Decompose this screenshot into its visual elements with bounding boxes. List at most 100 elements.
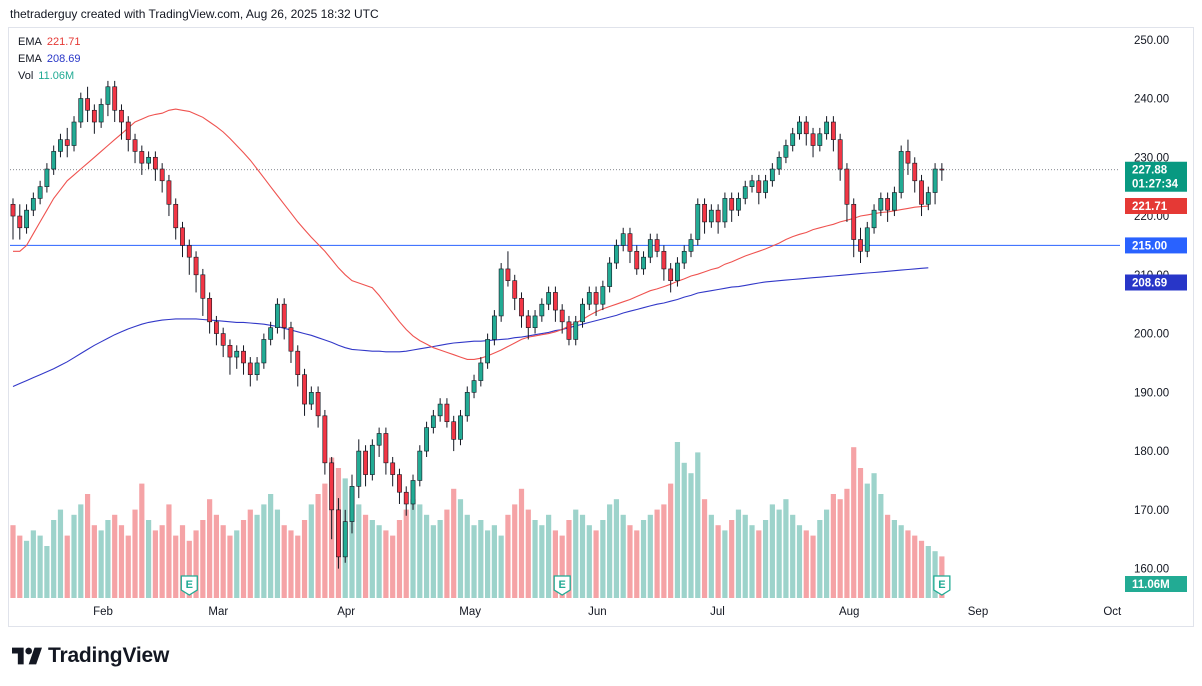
candle-body (891, 192, 897, 211)
volume-bar (268, 494, 274, 598)
candle-body (824, 121, 829, 135)
candle-body (234, 350, 240, 358)
candle-body (478, 362, 484, 381)
candle-body (30, 198, 36, 211)
volume-bar (423, 514, 430, 598)
volume-bar (485, 530, 491, 598)
volume-bar (78, 504, 84, 598)
candle-body (898, 151, 904, 193)
candle-body (817, 133, 823, 146)
volume-bar (315, 494, 321, 598)
support-badge: 215.00 (1125, 237, 1187, 254)
candle-body (17, 215, 23, 229)
candle-body (227, 345, 233, 358)
volume-bar (837, 499, 843, 598)
volume-bar (634, 530, 640, 598)
volume-bar (607, 504, 613, 598)
candle-body (688, 239, 694, 252)
x-axis-tick-label: May (459, 606, 481, 618)
volume-bar (186, 540, 192, 598)
candle-body (119, 109, 124, 123)
volume-bar (376, 525, 382, 598)
volume-bar (369, 520, 375, 598)
volume-bar (71, 514, 77, 598)
candle-body (566, 321, 572, 340)
candle-body (756, 180, 762, 193)
candle-body (356, 450, 362, 487)
candle-body (539, 303, 545, 317)
volume-bar (356, 504, 362, 598)
volume-bar (139, 483, 145, 598)
volume-bar (844, 488, 850, 598)
volume-bar (125, 535, 131, 598)
earnings-marker-badge (933, 575, 951, 596)
candle-body (878, 198, 884, 211)
volume-bar (227, 535, 233, 598)
candle-body (200, 274, 206, 299)
volume-bar (457, 499, 464, 598)
legend-ema-slow[interactable]: EMA 208.69 (18, 51, 81, 68)
candle-body (729, 198, 735, 211)
candle-body (376, 433, 382, 446)
legend-ema-fast[interactable]: EMA 221.71 (18, 34, 81, 51)
volume-bar (715, 525, 721, 598)
earnings-marker-label: E (938, 579, 945, 591)
candle-body (254, 362, 260, 376)
volume-bar (105, 520, 111, 598)
candle-body (627, 233, 633, 252)
volume-bar (288, 530, 294, 598)
volume-bar (796, 525, 803, 598)
candle-body (512, 280, 518, 299)
candle-body (620, 233, 626, 246)
volume-bar (30, 530, 36, 598)
ema-slow-line (12, 267, 929, 388)
volume-bar (64, 535, 70, 598)
candle-body (410, 480, 416, 505)
ema-slow-badge-text: 208.69 (1132, 278, 1167, 290)
volume-bar (776, 509, 782, 598)
attribution-header: thetraderguy created with TradingView.co… (10, 7, 379, 21)
candle-body (152, 156, 158, 170)
volume-badge: 11.06M (1125, 576, 1187, 592)
volume-bar (403, 509, 409, 598)
volume-bar (118, 525, 125, 598)
candle-body (708, 209, 714, 223)
candle-body (749, 180, 755, 187)
volume-bar (668, 483, 674, 598)
candle-body (424, 427, 429, 452)
candle-body (858, 239, 863, 252)
volume-bar (790, 514, 796, 598)
volume-bar (512, 504, 518, 598)
candle-body (763, 180, 768, 193)
volume-bar (803, 530, 809, 598)
candle-body (498, 268, 504, 317)
volume-bar (179, 525, 186, 598)
volume-bar (207, 499, 213, 598)
y-axis-tick-label: 200.00 (1134, 329, 1169, 341)
volume-bar (240, 520, 247, 598)
volume-bar (695, 452, 701, 598)
volume-bar (274, 509, 281, 598)
candle-body (864, 227, 870, 252)
candle-body (939, 168, 945, 171)
candle-body (844, 168, 850, 205)
candle-body (78, 98, 84, 123)
tradingview-logo[interactable]: TradingView (12, 644, 169, 668)
y-axis-tick-label: 190.00 (1134, 387, 1169, 399)
volume-bar (762, 520, 769, 598)
volume-bar (627, 525, 633, 598)
candle-body (681, 250, 687, 264)
candle-body (919, 180, 924, 205)
volume-bar (451, 488, 457, 598)
candle-body (302, 374, 307, 405)
candle-body (742, 186, 748, 199)
volume-bar (932, 551, 938, 598)
candle-body (783, 145, 789, 158)
legend-volume[interactable]: Vol 11.06M (18, 68, 81, 85)
volume-bar (566, 520, 572, 598)
volume-bar (166, 504, 172, 598)
candle-body (702, 203, 707, 223)
volume-bar (688, 473, 694, 598)
candle-body (98, 104, 104, 123)
